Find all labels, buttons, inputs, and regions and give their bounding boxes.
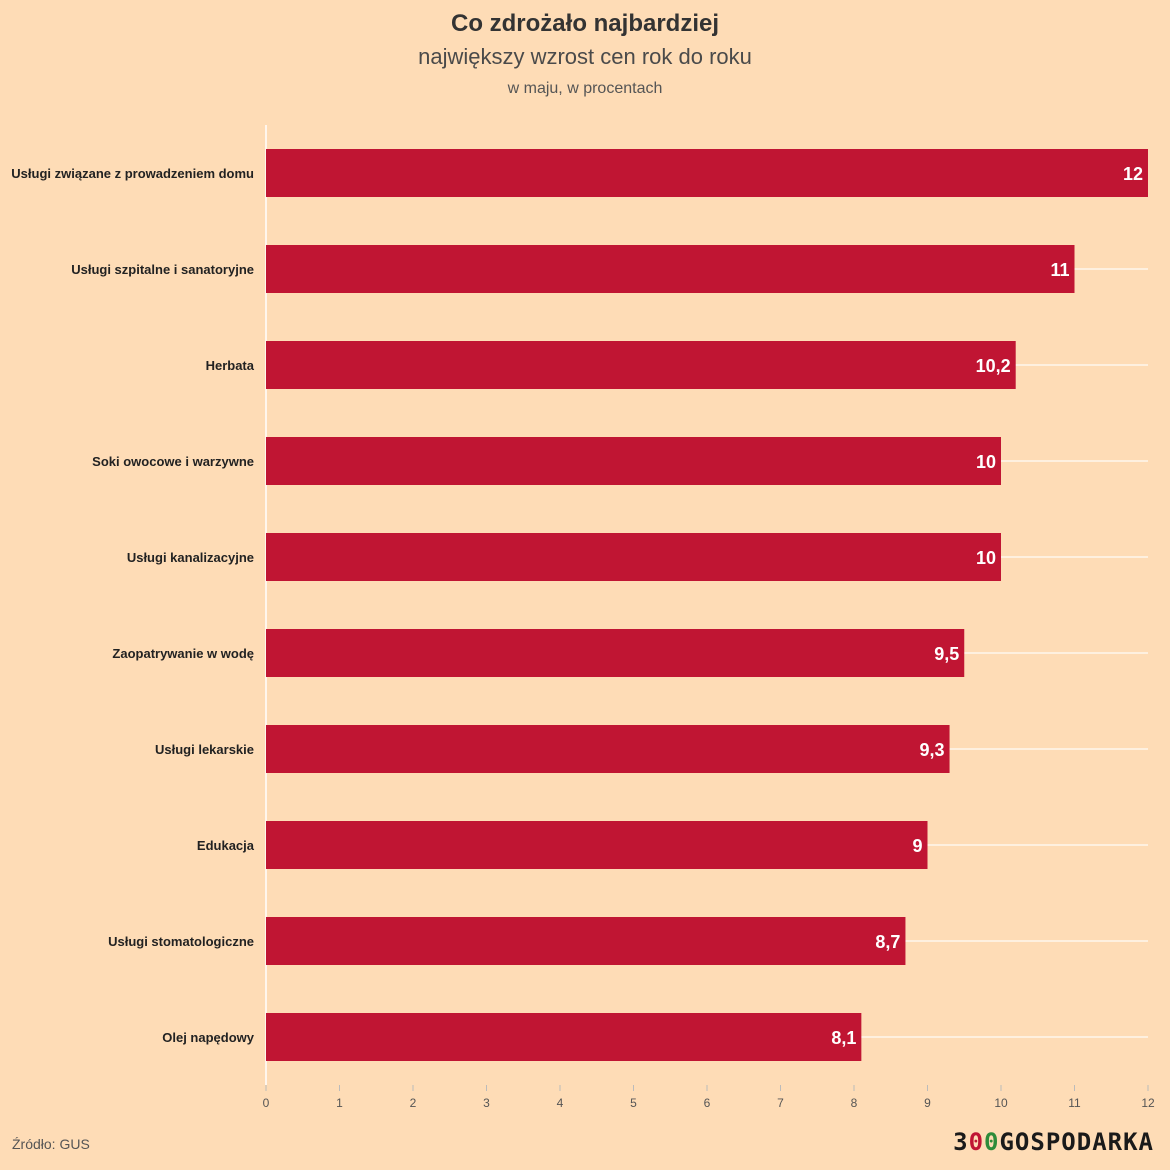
bar-value-label: 8,7: [875, 932, 900, 952]
bar: [266, 917, 906, 965]
category-label: Usługi lekarskie: [155, 742, 254, 757]
bar-value-label: 9: [912, 836, 922, 856]
category-label: Olej napędowy: [162, 1030, 255, 1045]
x-tick-label: 10: [994, 1096, 1008, 1110]
x-tick-label: 8: [851, 1096, 858, 1110]
chart-unit-note: w maju, w procentach: [507, 80, 663, 97]
category-label: Herbata: [206, 358, 255, 373]
x-tick-label: 6: [704, 1096, 711, 1110]
bar: [266, 533, 1001, 581]
bar: [266, 341, 1016, 389]
bar-value-label: 12: [1123, 164, 1143, 184]
bar-value-label: 9,5: [934, 644, 959, 664]
bar-value-label: 8,1: [831, 1028, 856, 1048]
x-tick-label: 12: [1141, 1096, 1155, 1110]
bar: [266, 149, 1148, 197]
bar: [266, 725, 950, 773]
category-label: Usługi stomatologiczne: [108, 934, 254, 949]
category-label: Usługi kanalizacyjne: [127, 550, 254, 565]
x-tick-label: 7: [777, 1096, 784, 1110]
x-tick-label: 5: [630, 1096, 637, 1110]
category-label: Usługi szpitalne i sanatoryjne: [71, 262, 254, 277]
x-tick-label: 1: [336, 1096, 343, 1110]
bar: [266, 1013, 862, 1061]
source-note: Źródło: GUS: [12, 1136, 90, 1152]
bar: [266, 437, 1001, 485]
category-label: Soki owocowe i warzywne: [92, 454, 254, 469]
bar: [266, 821, 928, 869]
x-tick-label: 11: [1068, 1096, 1081, 1110]
x-tick-label: 4: [557, 1096, 564, 1110]
bar: [266, 245, 1075, 293]
bar-value-label: 10: [976, 452, 996, 472]
brand-logo-text: 300GOSPODARKA: [953, 1128, 1154, 1156]
bar-value-label: 9,3: [920, 740, 945, 760]
bar-value-label: 10,2: [976, 356, 1011, 376]
chart-title: Co zdrożało najbardziej: [450, 10, 720, 37]
brand-logo: 300GOSPODARKA: [953, 1128, 1154, 1156]
x-tick-label: 9: [924, 1096, 931, 1110]
x-tick-label: 2: [410, 1096, 417, 1110]
bar: [266, 629, 965, 677]
category-label: Zaopatrywanie w wodę: [112, 646, 254, 661]
category-label: Usługi związane z prowadzeniem domu: [11, 166, 254, 181]
bar-value-label: 11: [1050, 260, 1069, 280]
chart-subtitle: największy wzrost cen rok do roku: [418, 44, 752, 69]
category-label: Edukacja: [197, 838, 255, 853]
x-tick-label: 0: [263, 1096, 270, 1110]
x-tick-label: 3: [483, 1096, 490, 1110]
bar-value-label: 10: [976, 548, 996, 568]
